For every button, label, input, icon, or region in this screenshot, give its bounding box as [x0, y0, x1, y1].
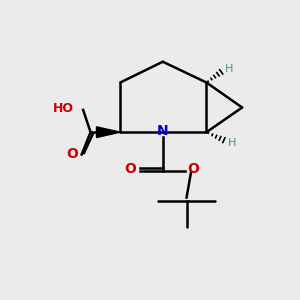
Polygon shape	[97, 127, 120, 137]
Text: H: H	[225, 64, 233, 74]
Text: HO: HO	[53, 103, 74, 116]
Text: N: N	[157, 124, 169, 138]
Text: O: O	[188, 162, 199, 176]
Text: O: O	[66, 147, 78, 160]
Text: O: O	[124, 162, 136, 176]
Text: H: H	[228, 138, 236, 148]
